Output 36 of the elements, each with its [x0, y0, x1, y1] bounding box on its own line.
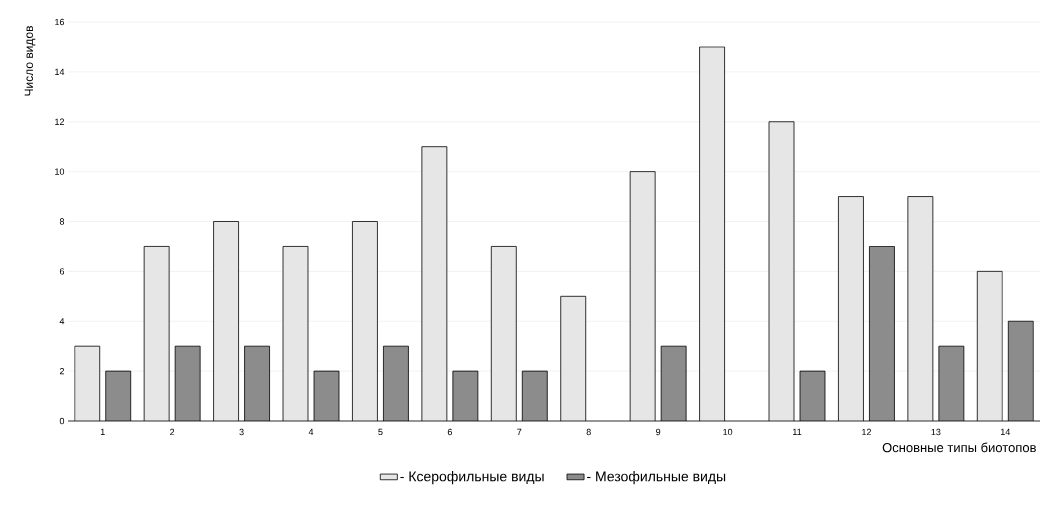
x-tick-label: 6 [447, 428, 452, 436]
y-tick-label: 4 [59, 318, 65, 325]
bar [105, 371, 131, 421]
x-tick-label: 8 [586, 428, 591, 436]
y-tick-label: 14 [55, 68, 65, 75]
x-tick-label: 3 [239, 428, 244, 436]
x-tick-label: 11 [793, 428, 802, 435]
bar [175, 346, 201, 421]
x-tick-label: 13 [931, 428, 941, 436]
y-tick-label: 6 [59, 268, 65, 275]
bar [938, 346, 964, 421]
y-tick-label: 2 [59, 367, 65, 375]
x-tick-label: 12 [862, 428, 871, 436]
bar [1007, 320, 1034, 421]
legend-label: - Ксерофильные виды [400, 471, 544, 485]
x-axis-title: Основные типы биотопов [882, 442, 1036, 453]
x-tick-label: 2 [170, 428, 175, 436]
x-tick-label: 5 [378, 428, 383, 436]
x-tick-label: 4 [308, 428, 314, 435]
bar [383, 346, 409, 421]
x-tick-label: 7 [517, 428, 522, 435]
x-tick-label: 10 [723, 428, 733, 436]
y-tick-label: 0 [59, 417, 65, 425]
x-tick-label: 9 [656, 428, 661, 436]
bar [869, 246, 895, 421]
y-tick-label: 8 [59, 218, 65, 225]
x-tick-label: 1 [100, 428, 105, 435]
bar [522, 371, 548, 421]
bar [244, 346, 270, 421]
y-tick-label: 10 [55, 168, 65, 175]
legend-label: - Мезофильные виды [587, 471, 726, 485]
y-tick-label: 12 [55, 118, 65, 125]
y-axis-title: Число видов [24, 26, 36, 96]
x-tick-label: 14 [1000, 428, 1011, 435]
y-tick-label: 16 [55, 18, 65, 26]
bar [661, 346, 687, 421]
